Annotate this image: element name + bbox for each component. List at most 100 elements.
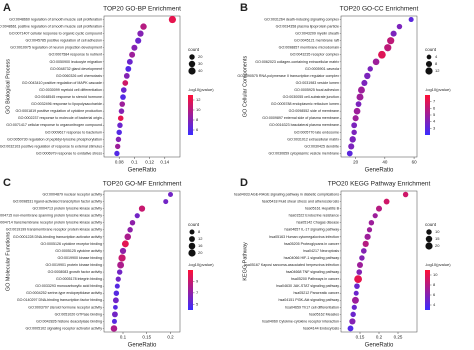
x-tick-label: 0.2 (376, 335, 383, 340)
dot (119, 101, 126, 107)
x-tick-label: 0.08 (115, 160, 124, 165)
x-tick-label: 20 (353, 160, 359, 165)
dot (354, 283, 360, 289)
term-label: GO:0031983 vesicle lumen (296, 81, 339, 85)
dot (408, 16, 414, 23)
colorbar-label: 5 (196, 301, 199, 306)
term-label: GO:0030055 cell-substrate junction (283, 95, 339, 99)
dot (351, 129, 357, 136)
dot (119, 247, 127, 255)
term-label: hsa04217 Necroptosis (303, 249, 339, 253)
term-label: GO:0071417 cellular response to organoni… (6, 123, 102, 127)
size-legend-dot (188, 67, 196, 75)
term-label: GO:0004713 protein tyrosine kinase activ… (32, 207, 102, 211)
dot (111, 318, 117, 324)
term-label: GO:0005102 signaling receptor activator … (25, 326, 102, 330)
dot (134, 213, 140, 219)
dot (163, 199, 169, 205)
panel-title: TOP20 GO-BP Enrichment (103, 6, 181, 13)
colorbar-label: 4 (433, 302, 436, 307)
panel: C TOP20 GO-MF Enrichment GO Molecular Func… (0, 177, 214, 349)
size-legend-dot (425, 235, 433, 243)
colorbar-label: 6 (433, 105, 436, 110)
term-label: GO:0048660 regulation of smooth muscle c… (9, 17, 102, 21)
term-label: hsa01522 Endocrine resistance (289, 214, 339, 218)
term-label: GO:0005925 focal adhesion (294, 88, 339, 92)
panel-letter: D (240, 177, 248, 189)
dot (356, 262, 364, 269)
dot (353, 290, 359, 296)
term-label: GO:0098531 ligand-activated transcriptio… (13, 200, 102, 204)
size-legend-label: 16 (198, 243, 203, 248)
size-legend-label: 4 (435, 54, 438, 59)
x-tick-label: 60 (412, 160, 418, 165)
term-label: hsa05161 Hepatitis B (305, 207, 340, 211)
dot (135, 37, 142, 44)
plot-frame (340, 15, 418, 158)
dot (120, 94, 126, 100)
dot (352, 115, 359, 122)
term-label: hsa04060 Cytokine-cytokine receptor inte… (262, 319, 339, 323)
term-label: hsa04151 PI3K-Akt signaling pathway (278, 298, 339, 302)
colorbar (425, 270, 430, 310)
dot (368, 220, 375, 226)
term-label: hsa04659 Th17 cell differentiation (285, 305, 339, 309)
size-legend-dot (426, 229, 432, 235)
colorbar-label: 8 (433, 282, 436, 287)
dot (116, 129, 122, 136)
term-label: GO:0005901 caveola (305, 67, 339, 71)
size-legend-title: count (188, 222, 200, 227)
term-label: GO:0001228 DNA-binding transcription act… (13, 235, 102, 239)
term-label: GO:0005770 late endosome (294, 130, 339, 134)
size-legend-label: 10 (435, 229, 440, 234)
x-axis-label: GeneRatio (128, 168, 157, 174)
term-label: hsa04668 TNF signaling pathway (286, 270, 339, 274)
x-tick-label: 0.25 (394, 335, 403, 340)
colorbar-label: 8 (196, 117, 199, 122)
size-legend-label: 8 (435, 61, 438, 66)
x-tick-label: 0.1 (131, 160, 138, 165)
dot (351, 304, 357, 310)
size-legend-dot (188, 242, 196, 250)
term-label: GO:0019901 protein kinase binding (45, 263, 102, 267)
term-label: GO:0030099 myeloid cell differentiation (39, 88, 102, 92)
dot (115, 143, 121, 150)
panel: B TOP20 GO-CC Enrichment GO Cellular Compo… (237, 2, 451, 174)
term-label: GO:0071407 cellular response to organic … (9, 32, 102, 36)
dot (350, 311, 356, 318)
panel: A TOP20 GO-BP Enrichment GO Biological Pro… (0, 2, 214, 174)
term-label: GO:0098552 side of membrane (289, 109, 339, 113)
dot (349, 318, 356, 325)
size-legend-title: count (425, 47, 437, 52)
term-label: GO:0034358 plasma lipoprotein particle (276, 25, 339, 29)
term-label: hsa05162 Measles (309, 312, 339, 316)
term-label: GO:0060326 cell chemotaxis (56, 74, 102, 78)
dot (364, 72, 371, 80)
dot (355, 101, 362, 108)
dot (118, 254, 126, 262)
size-legend-dot (426, 54, 432, 60)
term-label: GO:0050900 leukocyte migration (49, 60, 102, 64)
dot (112, 311, 118, 318)
colorbar-label: 6 (433, 292, 436, 297)
term-label: GO:0031264 death-inducing signaling comp… (264, 17, 339, 21)
term-label: GO:0050730 regulation of peptidyl-tyrosi… (7, 137, 102, 141)
size-legend-dot (425, 60, 433, 68)
dot (361, 79, 368, 87)
term-label: hsa04630 JAK-STAT signaling pathway (276, 284, 339, 288)
term-label: GO:0019900 kinase binding (57, 256, 102, 260)
term-label: GO:0062023 collagen-containing extracell… (255, 60, 339, 64)
color-legend-title: -log10(pvalue) (425, 262, 451, 267)
term-label: hsa05205 Proteoglycans in cancer (284, 242, 340, 246)
colorbar-label: 5 (433, 112, 436, 117)
term-label: GO:0016323 basolateral plasma membrane (269, 123, 339, 127)
term-label: GO:0031012 extracellular matrix (287, 137, 339, 141)
panel-title: TOP20 GO-MF Enrichment (103, 181, 182, 188)
dot (353, 107, 361, 115)
term-label: GO:0019199 transmembrane receptor protei… (6, 228, 102, 232)
term-label: GO:0005178 integrin binding (56, 277, 102, 281)
x-tick-label: 0.1 (120, 335, 127, 340)
term-label: hsa05167 Kaposi sarcoma-associated herpe… (244, 263, 339, 267)
